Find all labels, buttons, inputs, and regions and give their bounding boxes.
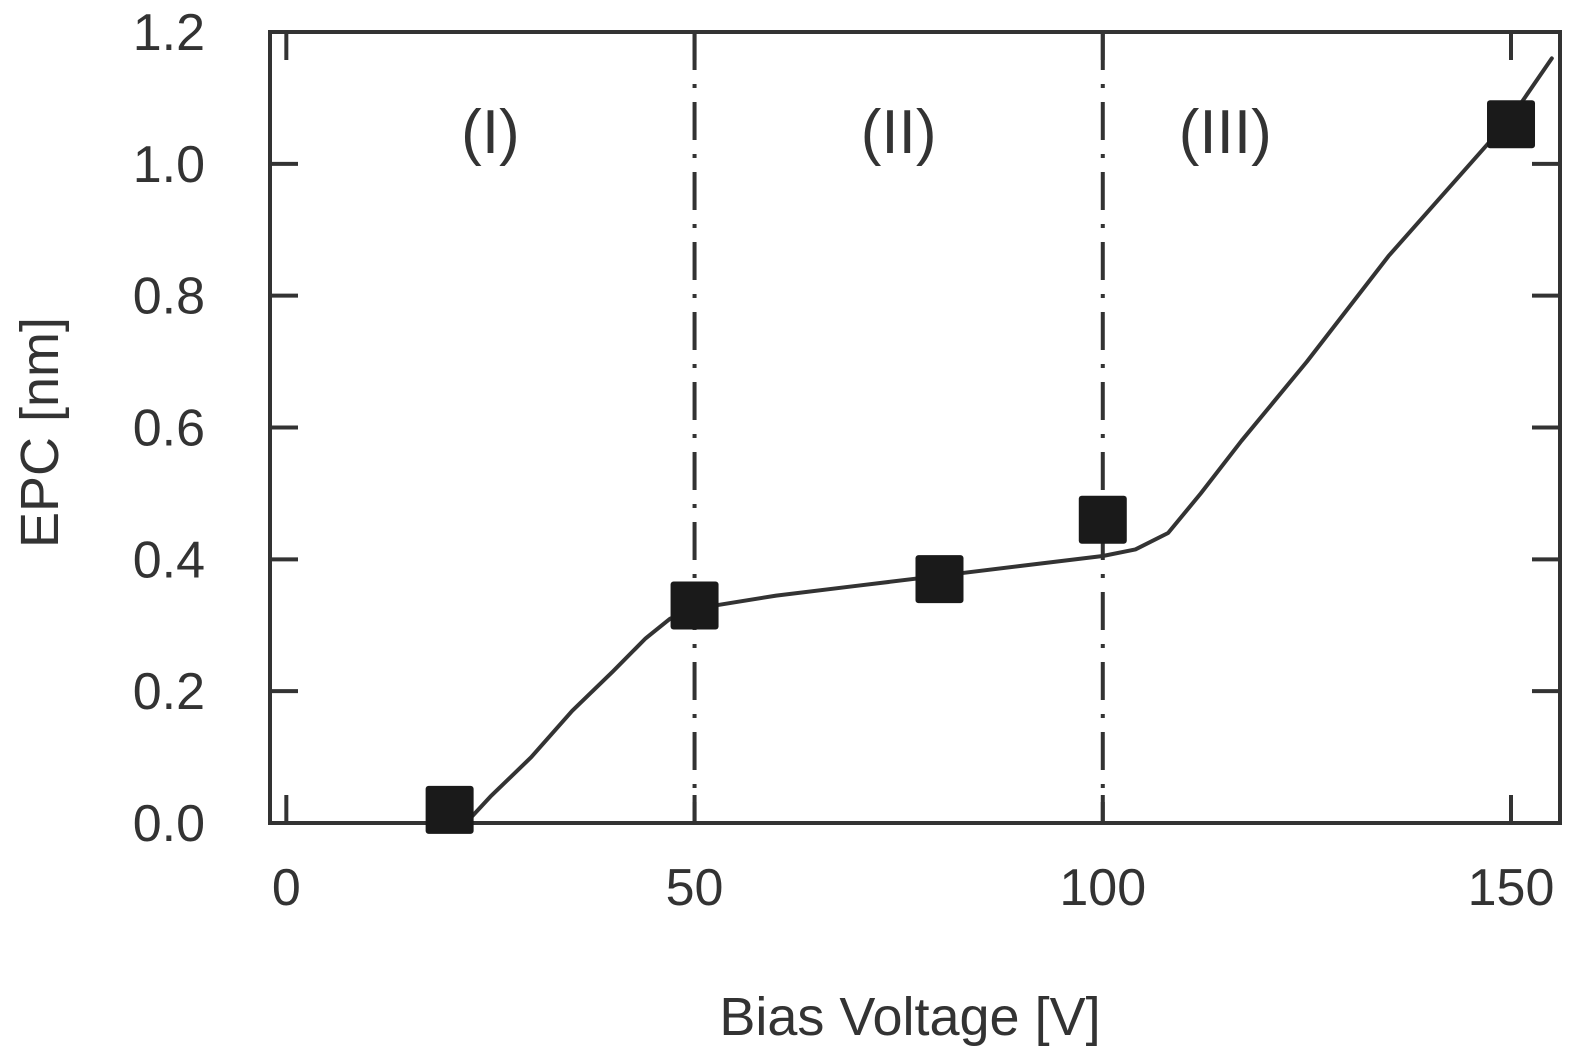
- data-point-marker: [915, 555, 964, 604]
- y-tick-label: 0.4: [133, 531, 205, 589]
- data-point-marker: [1078, 495, 1127, 544]
- y-axis-title: EPC [nm]: [10, 317, 70, 548]
- y-tick-label: 1.0: [133, 136, 205, 194]
- reference-lines: [692, 32, 1105, 823]
- x-tick-label: 0: [272, 859, 301, 917]
- fit-curve-layer: [463, 56, 1554, 825]
- x-axis-tick-labels: 0 50 100 150: [272, 859, 1555, 917]
- x-axis-title: Bias Voltage [V]: [719, 987, 1100, 1047]
- fit-curve-line: [463, 56, 1554, 825]
- y-tick-label: 0.0: [133, 795, 205, 853]
- region-annotations: (I) (II) (III): [461, 98, 1272, 167]
- region-label: (I): [461, 98, 520, 167]
- y-tick-label: 0.6: [133, 400, 205, 458]
- x-tick-label: 100: [1059, 859, 1146, 917]
- data-markers: [425, 100, 1536, 834]
- y-tick-label: 0.8: [133, 268, 205, 326]
- data-point-marker: [1487, 100, 1536, 149]
- y-tick-label: 0.2: [133, 663, 205, 721]
- data-point-marker: [425, 785, 474, 834]
- x-tick-label: 50: [666, 859, 724, 917]
- data-point-marker: [670, 581, 719, 630]
- region-label: (II): [861, 98, 937, 167]
- x-tick-label: 150: [1468, 859, 1555, 917]
- region-label: (III): [1179, 98, 1272, 167]
- axis-ticks: [270, 30, 1560, 825]
- y-axis-tick-labels: 0.0 0.2 0.4 0.6 0.8 1.0 1.2: [133, 4, 205, 853]
- y-tick-label: 1.2: [133, 4, 205, 62]
